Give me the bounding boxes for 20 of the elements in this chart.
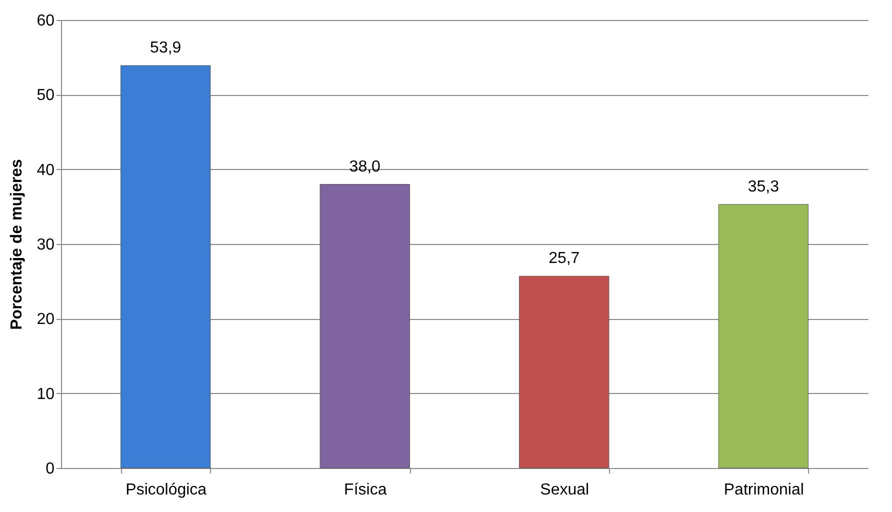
bar bbox=[718, 204, 808, 468]
y-tick-label: 0 bbox=[46, 460, 55, 478]
y-tick-label: 10 bbox=[36, 386, 55, 403]
y-axis-title: Porcentaje de mujeres bbox=[8, 159, 26, 330]
data-label: 35,3 bbox=[748, 178, 780, 196]
bar bbox=[320, 184, 410, 468]
bar bbox=[519, 276, 610, 468]
x-tick-label: Patrimonial bbox=[724, 482, 804, 498]
x-tick-label: Física bbox=[344, 482, 387, 498]
data-label: 53,9 bbox=[150, 40, 182, 57]
y-tick-label: 30 bbox=[36, 236, 55, 254]
y-tick-label: 50 bbox=[36, 87, 55, 104]
y-tick-label: 40 bbox=[36, 162, 55, 179]
data-label: 38,0 bbox=[349, 158, 381, 176]
y-tick-label: 60 bbox=[36, 12, 55, 30]
x-tick-label: Sexual bbox=[540, 482, 590, 498]
bar bbox=[120, 65, 211, 468]
data-label: 25,7 bbox=[548, 250, 580, 268]
x-tick-label: Psicológica bbox=[126, 482, 207, 498]
y-tick-label: 20 bbox=[36, 311, 55, 328]
